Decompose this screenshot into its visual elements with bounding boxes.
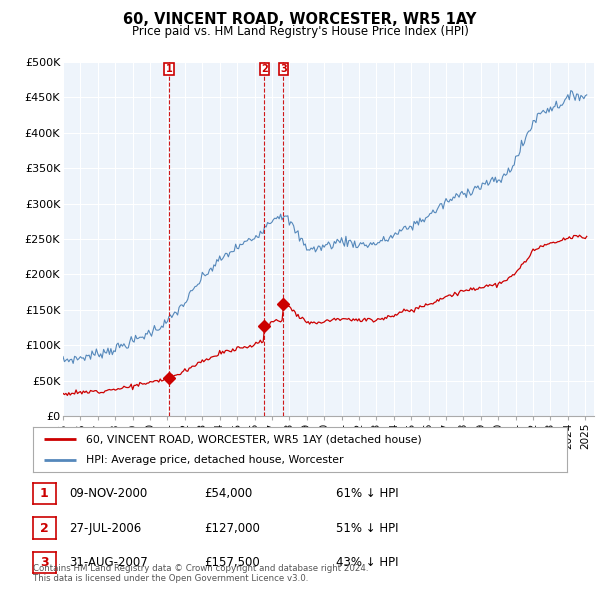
Text: £157,500: £157,500 bbox=[204, 556, 260, 569]
Text: Price paid vs. HM Land Registry's House Price Index (HPI): Price paid vs. HM Land Registry's House … bbox=[131, 25, 469, 38]
Text: 51% ↓ HPI: 51% ↓ HPI bbox=[336, 522, 398, 535]
Text: 1: 1 bbox=[166, 64, 172, 74]
Text: 3: 3 bbox=[280, 64, 287, 74]
Text: 2: 2 bbox=[261, 64, 268, 74]
Text: HPI: Average price, detached house, Worcester: HPI: Average price, detached house, Worc… bbox=[86, 455, 344, 465]
Text: 27-JUL-2006: 27-JUL-2006 bbox=[69, 522, 141, 535]
Text: 2: 2 bbox=[40, 522, 49, 535]
Text: 09-NOV-2000: 09-NOV-2000 bbox=[69, 487, 147, 500]
Text: 31-AUG-2007: 31-AUG-2007 bbox=[69, 556, 148, 569]
Text: Contains HM Land Registry data © Crown copyright and database right 2024.
This d: Contains HM Land Registry data © Crown c… bbox=[33, 563, 368, 583]
Text: £54,000: £54,000 bbox=[204, 487, 252, 500]
Text: 60, VINCENT ROAD, WORCESTER, WR5 1AY (detached house): 60, VINCENT ROAD, WORCESTER, WR5 1AY (de… bbox=[86, 434, 422, 444]
Text: 60, VINCENT ROAD, WORCESTER, WR5 1AY: 60, VINCENT ROAD, WORCESTER, WR5 1AY bbox=[124, 12, 476, 27]
Text: 1: 1 bbox=[40, 487, 49, 500]
Text: 3: 3 bbox=[40, 556, 49, 569]
Text: 43% ↓ HPI: 43% ↓ HPI bbox=[336, 556, 398, 569]
Text: £127,000: £127,000 bbox=[204, 522, 260, 535]
Text: 61% ↓ HPI: 61% ↓ HPI bbox=[336, 487, 398, 500]
